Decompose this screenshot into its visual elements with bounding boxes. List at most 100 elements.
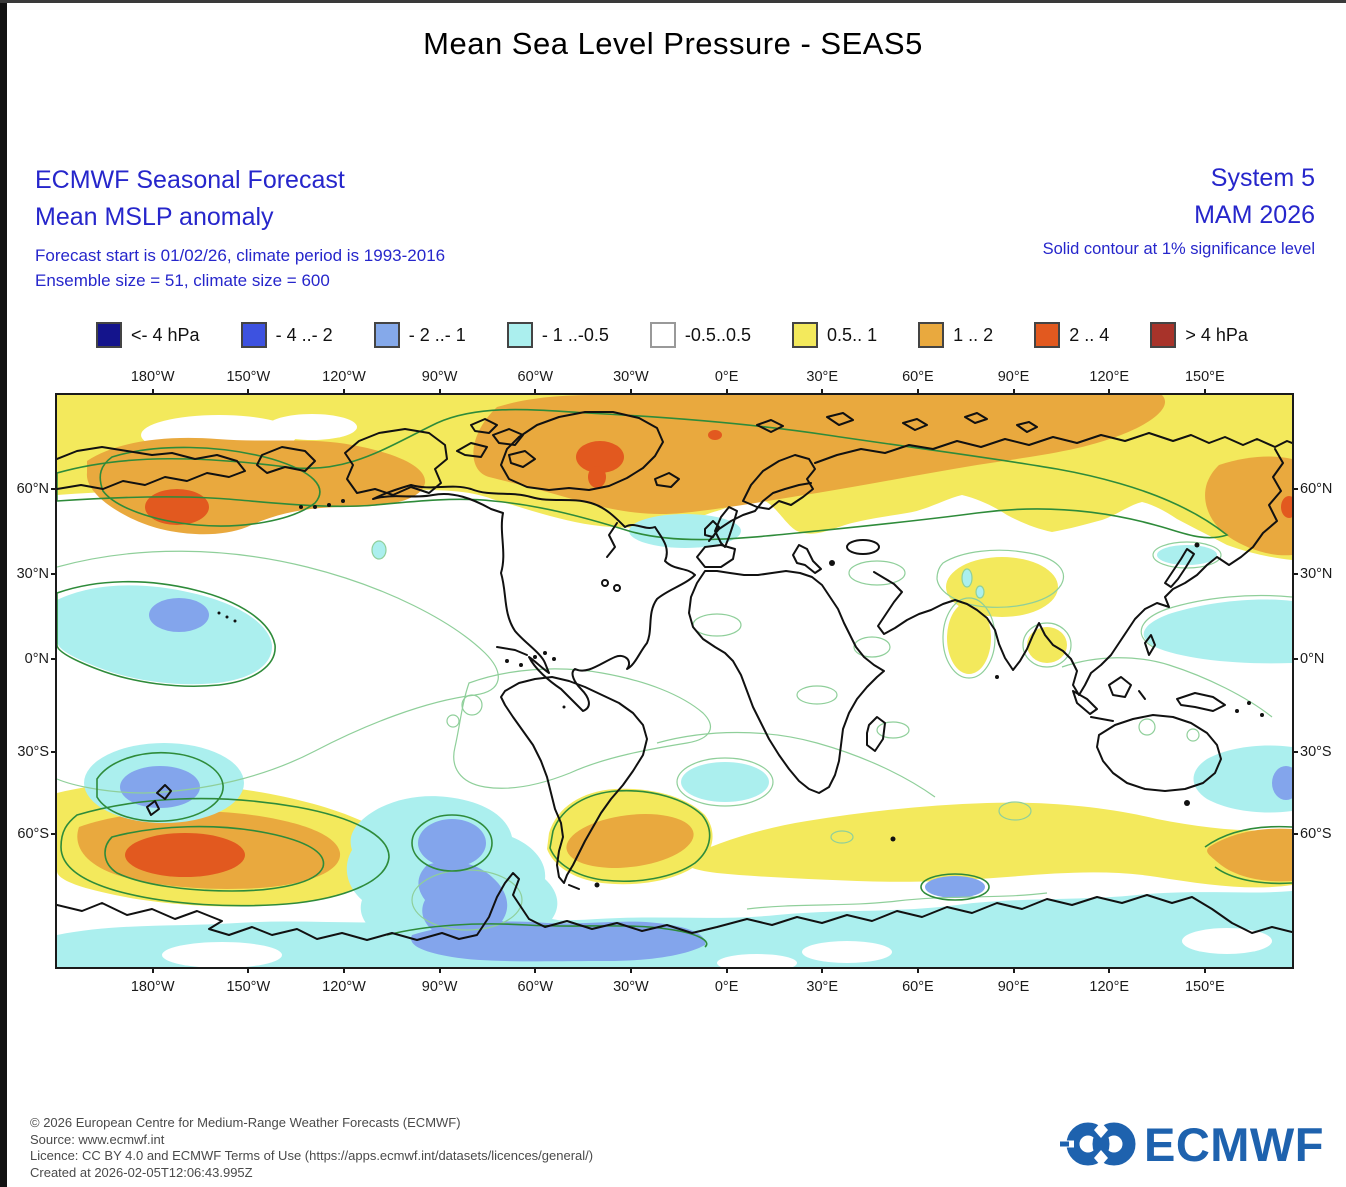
ecmwf-logo-icon <box>1057 1122 1136 1166</box>
legend-swatch-6 <box>918 322 945 348</box>
legend-item-4: -0.5..0.5 <box>649 322 751 348</box>
legend: <- 4 hPa - 4 ..- 2 - 2 ..- 1 - 1 ..-0.5 -0.5… <box>96 319 1248 351</box>
page-title: Mean Sea Level Pressure - SEAS5 <box>423 26 923 61</box>
lon-tick-label-bottom: 30°E <box>806 979 839 995</box>
legend-swatch-1 <box>240 322 267 348</box>
legend-item-6: 1 .. 2 <box>918 322 993 348</box>
lon-tickmark-bottom <box>343 967 345 973</box>
lat-tickmark-right <box>1292 657 1298 660</box>
legend-item-3: - 1 ..-0.5 <box>506 322 609 348</box>
legend-item-7: 2 .. 4 <box>1034 322 1109 348</box>
lon-tick-label-top: 30°W <box>613 369 649 385</box>
lon-tickmark-top <box>438 389 441 395</box>
coastlines <box>57 411 1292 941</box>
legend-item-1: - 4 ..- 2 <box>240 322 333 348</box>
lat-tick-label-left: 60°N <box>16 480 49 497</box>
legend-label-8: > 4 hPa <box>1185 324 1248 345</box>
legend-item-0: <- 4 hPa <box>96 322 200 348</box>
lon-tickmark-top <box>821 389 824 395</box>
lon-tick-label-bottom: 150°E <box>1184 979 1225 995</box>
lon-tickmark-bottom <box>1203 967 1206 973</box>
lat-tickmark-left <box>51 572 57 575</box>
legend-swatch-4 <box>649 322 676 348</box>
legend-label-4: -0.5..0.5 <box>684 324 751 345</box>
lat-tick-label-left: 30°N <box>16 565 49 582</box>
variable-label: Mean MSLP anomaly <box>35 203 274 231</box>
lat-tickmark-left <box>51 487 57 490</box>
legend-label-2: - 2 ..- 1 <box>408 324 466 345</box>
footer-line-2: Licence: CC BY 4.0 and ECMWF Terms of Us… <box>30 1148 594 1163</box>
legend-swatch-8 <box>1150 322 1177 348</box>
legend-label-6: 1 .. 2 <box>953 324 994 345</box>
significance-label: Solid contour at 1% significance level <box>1042 240 1315 258</box>
footer: © 2026 European Centre for Medium-Range … <box>30 1115 593 1181</box>
lon-tick-label-bottom: 0°E <box>714 979 739 995</box>
lon-tick-label-top: 0°E <box>714 369 739 385</box>
lat-tick-label-left: 60°S <box>17 826 49 842</box>
footer-line-3: Created at 2026-02-05T12:06:43.995Z <box>30 1164 253 1180</box>
legend-label-0: <- 4 hPa <box>131 324 200 345</box>
lat-tickmark-right <box>1292 833 1298 835</box>
season-label: MAM 2026 <box>1194 201 1315 229</box>
lon-tickmark-bottom <box>247 967 250 973</box>
lon-tick-label-top: 150°E <box>1184 369 1225 385</box>
legend-swatch-2 <box>373 322 400 348</box>
lat-tickmark-left <box>51 657 57 660</box>
window-left-border <box>0 0 7 1187</box>
footer-line-1: Source: www.ecmwf.int <box>30 1131 165 1147</box>
ecmwf-logo-text: ECMWF <box>1143 1117 1324 1171</box>
lat-tick-label-right: 60°N <box>1300 480 1333 497</box>
lon-tick-label-bottom: 30°W <box>613 979 649 995</box>
lat-tickmark-right <box>1292 487 1298 490</box>
lon-tick-label-bottom: 120°W <box>322 979 366 995</box>
lon-tick-label-top: 90°W <box>421 369 458 385</box>
lon-tickmark-top <box>725 389 728 395</box>
lon-tickmark-bottom <box>725 967 728 973</box>
legend-item-8: > 4 hPa <box>1150 322 1248 348</box>
map-canvas <box>57 395 1292 967</box>
lon-tickmark-top <box>247 389 250 395</box>
ensemble-size-label: Ensemble size = 51, climate size = 600 <box>35 271 330 290</box>
lon-tick-label-top: 60°W <box>517 369 554 385</box>
lat-tick-label-right: 30°N <box>1300 565 1333 582</box>
map-frame: 180°W 180°W 150°W 150°W 120°W 120°W 90°W 90°W 60… <box>17 369 1333 995</box>
lon-tick-label-top: 30°E <box>806 369 839 385</box>
legend-item-2: - 2 ..- 1 <box>373 322 466 348</box>
lat-tick-label-left: 0°N <box>24 650 49 667</box>
lon-tickmark-bottom <box>821 967 824 973</box>
lat-tick-label-right: 60°S <box>1300 826 1332 842</box>
lon-tick-label-bottom: 60°W <box>517 979 554 995</box>
lat-tickmark-left <box>51 833 57 835</box>
lon-tickmark-bottom <box>916 967 919 973</box>
lon-tickmark-bottom <box>438 967 441 973</box>
legend-label-7: 2 .. 4 <box>1069 324 1110 345</box>
lon-tick-label-bottom: 90°E <box>997 979 1030 995</box>
lat-tick-label-right: 0°N <box>1300 650 1325 667</box>
lon-tickmark-top <box>1203 389 1206 395</box>
lon-tick-label-top: 90°E <box>997 369 1030 385</box>
lon-tickmark-top <box>151 389 154 395</box>
system-label: System 5 <box>1210 164 1315 192</box>
lat-tickmark-left <box>51 750 57 753</box>
lon-tick-label-top: 60°E <box>902 369 934 385</box>
forecast-start-label: Forecast start is 01/02/26, climate peri… <box>35 246 446 265</box>
lon-tick-label-bottom: 180°W <box>130 979 175 995</box>
lat-tick-label-right: 30°S <box>1300 743 1332 760</box>
lon-tickmark-bottom <box>629 967 632 973</box>
lon-tickmark-top <box>534 389 537 395</box>
legend-item-5: 0.5.. 1 <box>792 322 877 348</box>
lon-tickmark-top <box>343 389 345 395</box>
header-right: System 5 MAM 2026 Solid contour at 1% si… <box>1043 160 1315 261</box>
lon-tick-label-bottom: 60°E <box>902 979 934 995</box>
legend-label-5: 0.5.. 1 <box>827 324 878 345</box>
legend-swatch-7 <box>1034 322 1061 348</box>
legend-label-3: - 1 ..-0.5 <box>541 324 609 345</box>
legend-swatch-5 <box>792 322 819 348</box>
lon-tickmark-top <box>1108 389 1111 395</box>
lon-tick-label-bottom: 150°W <box>226 979 271 995</box>
lon-tick-label-top: 120°E <box>1089 369 1130 385</box>
lat-tick-label-left: 30°S <box>17 743 49 760</box>
legend-swatch-0 <box>96 322 122 348</box>
lon-tickmark-bottom <box>1108 967 1111 973</box>
window-top-border <box>0 0 1346 3</box>
